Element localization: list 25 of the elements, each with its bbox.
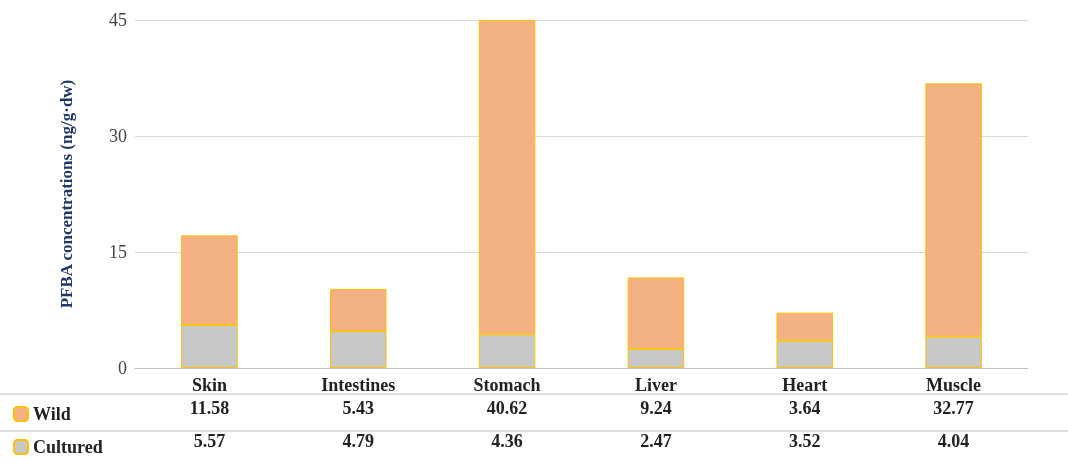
data-label: 3.64 (789, 398, 821, 418)
x-tick-label: Muscle (926, 375, 982, 395)
x-tick-label: Stomach (473, 375, 541, 395)
data-label: 11.58 (189, 398, 230, 418)
y-tick-label: 15 (109, 242, 127, 262)
x-tick-label: Heart (782, 375, 828, 395)
data-label: 2.47 (640, 431, 672, 451)
data-label: 4.04 (937, 431, 970, 451)
x-tick-label: Skin (191, 375, 227, 395)
data-label: 4.36 (491, 431, 523, 451)
legend-label: Wild (33, 404, 71, 424)
y-tick-label: 30 (109, 126, 127, 146)
data-label: 40.62 (486, 398, 528, 418)
data-label: 5.43 (342, 398, 374, 418)
x-tick-label: Liver (634, 375, 677, 395)
y-tick-label: 0 (118, 358, 127, 378)
x-tick-label: Intestines (321, 375, 396, 395)
data-label: 9.24 (640, 398, 672, 418)
legend-label: Cultured (33, 437, 103, 457)
y-axis-title: PFBA concentrations (ng/g·dw) (57, 79, 76, 309)
data-label: 5.57 (193, 431, 226, 451)
y-tick-label: 45 (109, 10, 127, 30)
data-label: 3.52 (789, 431, 821, 451)
data-label: 32.77 (933, 398, 974, 418)
data-label: 4.79 (342, 431, 374, 451)
